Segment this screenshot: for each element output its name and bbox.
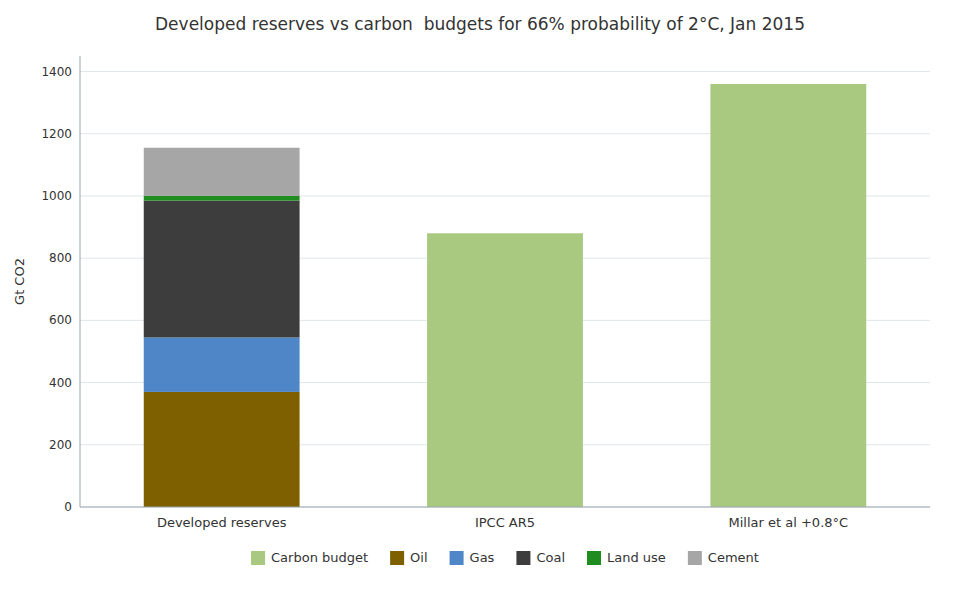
bar-segment	[427, 233, 583, 234]
bar-segment	[144, 201, 300, 338]
y-tick-label: 1200	[41, 127, 72, 141]
chart-svg: 0 200 400 600 800 1000 1200 1400 Developed reser…	[0, 0, 960, 597]
bar-segment	[710, 84, 866, 507]
x-axis-line	[80, 507, 930, 508]
y-tick-label: 200	[49, 438, 72, 452]
bar-segment	[710, 83, 866, 84]
bar-segment	[427, 233, 583, 234]
bar-segment	[710, 83, 866, 84]
legend-swatch	[251, 551, 265, 565]
bar-segment	[144, 196, 300, 201]
x-tick-label: Millar et al +0.8°C	[729, 515, 849, 530]
bar-segment	[710, 83, 866, 84]
legend-label: Land use	[607, 550, 666, 565]
legend-swatch	[688, 551, 702, 565]
chart-container: 0 200 400 600 800 1000 1200 1400 Developed reser…	[0, 0, 960, 597]
bar-segment	[427, 233, 583, 507]
bar-segment	[427, 233, 583, 234]
legend-label: Carbon budget	[271, 550, 368, 565]
y-tick-label: 400	[49, 376, 72, 390]
legend: Carbon budget Oil Gas Coal Land use Cement	[251, 550, 759, 565]
legend-swatch	[516, 551, 530, 565]
legend-swatch	[450, 551, 464, 565]
y-tick-label: 1000	[41, 189, 72, 203]
bar-segment	[710, 83, 866, 84]
y-tick-label: 0	[64, 500, 72, 514]
legend-label: Oil	[410, 550, 427, 565]
legend-swatch	[390, 551, 404, 565]
grid-line	[80, 71, 930, 72]
legend-swatch	[587, 551, 601, 565]
legend-label: Cement	[708, 550, 759, 565]
bars	[144, 84, 867, 507]
bar-segment	[710, 83, 866, 84]
x-tick-label: Developed reserves	[157, 515, 287, 530]
bar-segment	[144, 337, 300, 391]
y-tick-label: 1400	[41, 65, 72, 79]
y-tick-label: 800	[49, 251, 72, 265]
legend-label: Coal	[536, 550, 565, 565]
bar-segment	[427, 233, 583, 234]
y-tick-label: 600	[49, 313, 72, 327]
chart-title: Developed reserves vs carbon budgets for…	[155, 14, 805, 34]
y-axis-line	[80, 56, 81, 507]
bar-segment	[144, 392, 300, 507]
bar-segment	[427, 233, 583, 234]
y-axis-label: Gt CO2	[12, 258, 27, 305]
bar-segment	[144, 148, 300, 196]
x-tick-label: IPCC AR5	[475, 515, 535, 530]
grid-line	[80, 507, 930, 508]
legend-label: Gas	[470, 550, 495, 565]
